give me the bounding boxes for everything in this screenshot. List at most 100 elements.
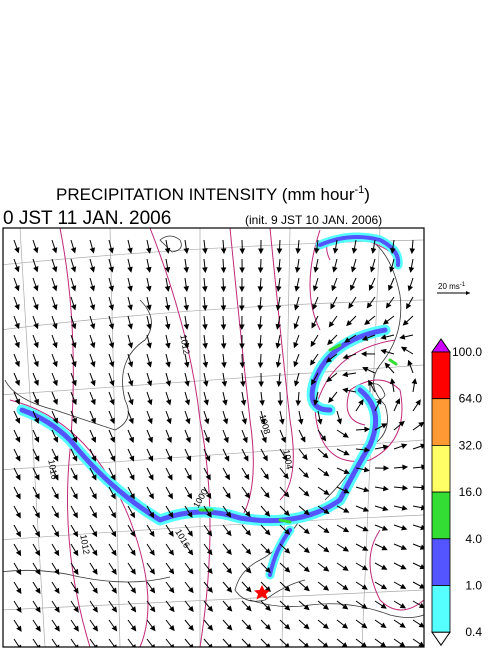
wind-head (16, 362, 20, 366)
wind-head (278, 249, 282, 253)
colorbar-bin (432, 539, 450, 586)
wind-head (187, 475, 191, 479)
wind-head (170, 569, 174, 573)
wind-head (93, 551, 97, 555)
wind-head (112, 551, 116, 555)
wind-head (344, 528, 348, 532)
wind-head (35, 381, 39, 385)
wind-head (167, 381, 171, 385)
wind-head (381, 643, 385, 647)
wind-head (243, 438, 247, 442)
wind-head (365, 427, 369, 431)
wind-head (129, 362, 133, 366)
wind-head (74, 551, 78, 555)
wind-head (280, 419, 284, 423)
wind-head (148, 419, 152, 423)
wind-head (184, 287, 188, 291)
wind-head (110, 343, 114, 347)
wind-head (128, 324, 132, 328)
wind-head (408, 361, 412, 365)
wind-head (16, 418, 20, 422)
colorbar-label: 32.0 (459, 438, 483, 452)
wind-head (92, 494, 96, 498)
wind-head (168, 475, 172, 479)
wind-head (419, 623, 423, 627)
colorbar-under (432, 632, 450, 645)
wind-head (131, 569, 135, 573)
wind-head (55, 607, 59, 611)
wind-head (401, 546, 405, 550)
wind-scale-text: 20 ms (438, 282, 460, 291)
wind-head (416, 400, 420, 404)
wind-head (359, 400, 363, 404)
wind-head (189, 550, 193, 554)
wind-head (147, 248, 151, 252)
wind-head (129, 381, 133, 385)
colorbar-label: 1.0 (465, 579, 482, 593)
wind-head (324, 548, 328, 552)
wind-head (147, 286, 151, 290)
wind-head (222, 344, 226, 348)
wind-head (53, 362, 57, 366)
wind-head (223, 400, 227, 404)
wind-head (184, 268, 188, 272)
wind-head (296, 401, 300, 405)
wind-head (343, 566, 347, 570)
colorbar-over (432, 339, 450, 352)
wind-head (130, 456, 134, 460)
wind-head (166, 343, 170, 347)
wind-head (222, 363, 226, 367)
wind-head (324, 472, 328, 476)
isobar-label: 1012 (178, 334, 191, 355)
wind-head (352, 249, 356, 253)
wind-head (110, 400, 114, 404)
wind-head (312, 323, 316, 327)
wind-head (240, 344, 244, 348)
wind-head (338, 419, 342, 423)
wind-head (74, 570, 78, 574)
wind-head (17, 589, 21, 593)
wind-head (240, 268, 244, 272)
wind-head (93, 607, 97, 611)
wind-head (295, 381, 299, 385)
wind-head (128, 286, 132, 290)
wind-head (352, 267, 356, 271)
wind-head (132, 607, 136, 611)
wind-head (36, 532, 40, 536)
colorbar: 100.064.032.016.04.01.00.4 (432, 339, 482, 645)
wind-head (240, 306, 244, 310)
wind-head (408, 286, 412, 290)
wind-head (384, 487, 388, 491)
wind-head (16, 437, 20, 441)
wind-head (276, 343, 280, 347)
wind-head (401, 565, 405, 569)
wind-head (72, 286, 76, 290)
wind-head (381, 624, 385, 628)
colorbar-label: 100.0 (452, 345, 482, 359)
wind-head (166, 305, 170, 309)
wind-head (91, 381, 95, 385)
wind-head (407, 304, 411, 308)
wind-head (382, 424, 386, 428)
wind-head (259, 382, 263, 386)
wind-head (54, 494, 58, 498)
wind-head (362, 352, 366, 356)
wind-head (185, 381, 189, 385)
wind-head (15, 286, 19, 290)
wind-head (362, 605, 366, 609)
wind-head (35, 456, 39, 460)
wind-shaft (90, 639, 97, 650)
wind-head (109, 286, 113, 290)
wind-head (222, 268, 226, 272)
wind-head (129, 343, 133, 347)
wind-head (35, 399, 39, 403)
colorbar-label: 16.0 (459, 485, 483, 499)
wind-head (343, 433, 347, 437)
wind-head (74, 607, 78, 611)
wind-head (343, 388, 347, 392)
wind-head (367, 303, 371, 307)
wind-scale-head (466, 291, 470, 295)
wind-head (91, 248, 95, 252)
wind-head (53, 343, 57, 347)
wind-head (296, 249, 300, 253)
